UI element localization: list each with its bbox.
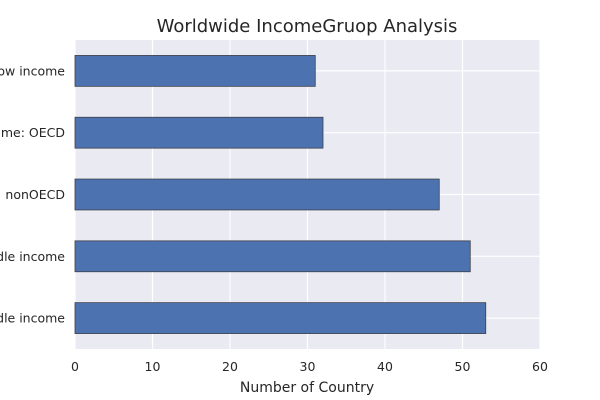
x-tick-label: 0 bbox=[71, 359, 79, 374]
y-tick-label: ow income bbox=[0, 63, 65, 78]
bar bbox=[74, 116, 324, 149]
x-tick-label: 40 bbox=[377, 359, 393, 374]
x-tick-label: 50 bbox=[455, 359, 471, 374]
bar bbox=[74, 302, 487, 334]
bar bbox=[74, 55, 316, 87]
y-tick-label: nonOECD bbox=[5, 187, 65, 202]
x-tick-label: 60 bbox=[532, 359, 548, 374]
x-tick-label: 20 bbox=[222, 359, 238, 374]
y-tick-labels: ow income me: OECD nonOECD dle income dle in… bbox=[0, 63, 65, 325]
x-tick-label: 30 bbox=[300, 359, 316, 374]
chart-title: Worldwide IncomeGruop Analysis bbox=[157, 16, 458, 37]
y-tick-label: dle income bbox=[0, 311, 65, 326]
x-tick-label: 10 bbox=[145, 359, 161, 374]
bars bbox=[74, 55, 487, 334]
x-tick-labels: 0 10 20 30 40 50 60 bbox=[71, 359, 548, 374]
y-tick-label: me: OECD bbox=[1, 125, 65, 140]
y-tick-label: dle income bbox=[0, 249, 65, 264]
x-axis-label: Number of Country bbox=[240, 380, 374, 396]
bar bbox=[74, 240, 471, 273]
bar bbox=[74, 178, 440, 211]
